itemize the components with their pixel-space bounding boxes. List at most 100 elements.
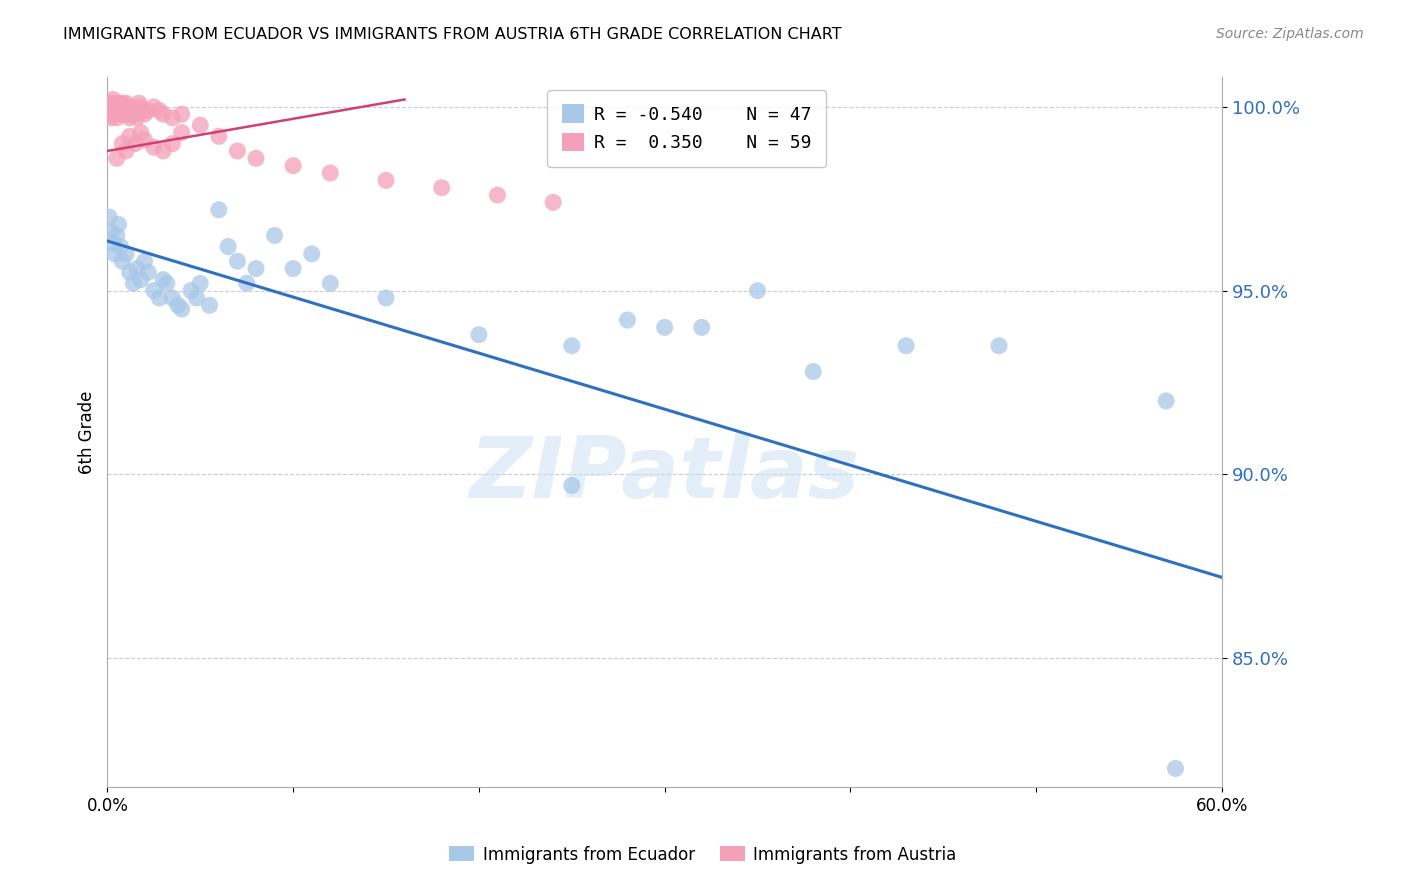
Point (616, 313, 638, 327)
Point (124, 107, 146, 121)
Point (186, 291, 208, 305)
Point (121, 100, 143, 114)
Point (541, 195, 564, 210)
Point (110, 100, 132, 114)
Point (245, 261, 267, 276)
Point (690, 320, 713, 334)
Text: IMMIGRANTS FROM ECUADOR VS IMMIGRANTS FROM AUSTRIA 6TH GRADE CORRELATION CHART: IMMIGRANTS FROM ECUADOR VS IMMIGRANTS FR… (63, 27, 842, 42)
Point (118, 129, 141, 144)
Point (111, 96, 134, 111)
Point (101, 103, 124, 118)
Point (235, 277, 257, 291)
Point (152, 107, 174, 121)
Point (1164, 762, 1187, 776)
Point (281, 261, 304, 276)
Point (430, 180, 453, 194)
Point (131, 103, 153, 118)
Point (101, 235, 124, 250)
Point (148, 291, 170, 305)
Legend: Immigrants from Ecuador, Immigrants from Austria: Immigrants from Ecuador, Immigrants from… (443, 839, 963, 871)
Point (105, 151, 128, 165)
Point (115, 103, 138, 118)
Point (180, 284, 202, 298)
Point (245, 151, 267, 165)
Point (263, 228, 285, 243)
Point (127, 261, 149, 276)
Point (188, 118, 211, 132)
Point (105, 228, 128, 243)
Point (375, 173, 398, 187)
Point (104, 96, 127, 111)
Point (111, 254, 134, 268)
Point (107, 218, 129, 232)
Point (142, 100, 165, 114)
Point (118, 111, 141, 125)
Point (148, 103, 170, 118)
Point (115, 144, 138, 158)
Point (128, 96, 150, 111)
Point (115, 96, 138, 111)
Point (127, 111, 149, 125)
Point (98, 96, 121, 111)
Point (136, 103, 159, 118)
Point (142, 284, 165, 298)
Point (134, 107, 156, 121)
Point (1154, 393, 1177, 408)
Point (111, 103, 134, 118)
Point (894, 339, 917, 353)
Point (100, 100, 122, 114)
Point (486, 188, 509, 202)
Point (561, 339, 583, 353)
Point (226, 254, 249, 268)
Point (319, 277, 342, 291)
Point (198, 298, 221, 312)
Point (301, 247, 323, 261)
Point (115, 247, 138, 261)
Legend: R = -0.540    N = 47, R =  0.350    N = 59: R = -0.540 N = 47, R = 0.350 N = 59 (547, 90, 827, 167)
Point (112, 100, 135, 114)
Point (162, 291, 184, 305)
Point (170, 301, 193, 316)
Point (111, 136, 134, 151)
Point (110, 107, 132, 121)
Point (170, 126, 193, 140)
Text: ZIPatlas: ZIPatlas (470, 434, 859, 516)
Point (110, 239, 132, 253)
Point (129, 272, 152, 286)
Point (162, 136, 184, 151)
Point (107, 96, 129, 111)
Point (112, 107, 135, 121)
Point (152, 272, 174, 286)
Point (107, 103, 129, 118)
Point (98, 107, 121, 121)
Point (152, 144, 174, 158)
Point (188, 277, 211, 291)
Point (156, 277, 179, 291)
Point (167, 298, 190, 312)
Point (98, 210, 121, 224)
Point (100, 225, 122, 239)
Point (170, 107, 193, 121)
Point (122, 103, 145, 118)
Point (105, 100, 128, 114)
Point (122, 277, 145, 291)
Point (226, 144, 249, 158)
Point (281, 159, 304, 173)
Point (129, 100, 152, 114)
Point (375, 291, 398, 305)
Point (801, 364, 824, 378)
Point (100, 111, 122, 125)
Point (561, 478, 583, 492)
Point (217, 239, 239, 253)
Point (104, 107, 127, 121)
Point (129, 126, 152, 140)
Point (468, 327, 491, 342)
Point (162, 111, 184, 125)
Point (136, 265, 159, 279)
Point (124, 136, 146, 151)
Point (134, 133, 156, 147)
Point (118, 265, 141, 279)
Point (142, 140, 165, 154)
Point (208, 202, 231, 217)
Y-axis label: 6th Grade: 6th Grade (79, 391, 96, 474)
